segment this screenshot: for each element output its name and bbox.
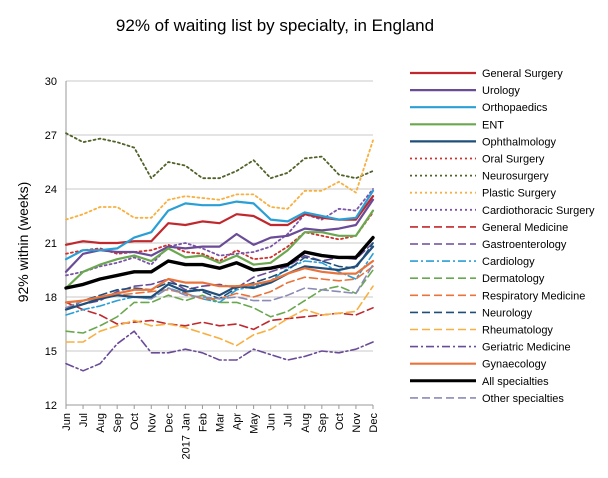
legend-label-general-surgery: General Surgery (482, 68, 563, 80)
legend-label-all-specialties: All specialties (482, 376, 549, 388)
legend-label-cardiology: Cardiology (482, 256, 535, 268)
y-tick-label: 30 (45, 76, 57, 88)
y-tick-label: 15 (45, 346, 57, 358)
series-line-gastroenterology (65, 242, 374, 309)
legend-label-rheumatology: Rheumatology (482, 325, 553, 337)
y-tick-label: 21 (45, 238, 57, 250)
x-tick-label: Aug (300, 413, 312, 433)
series-line-ent (64, 209, 375, 290)
x-tick-label: Nov (351, 413, 363, 433)
legend-label-geriatric-medicine: Geriatric Medicine (482, 342, 571, 354)
legend-label-urology: Urology (482, 85, 520, 97)
chart-title: 92% of waiting list by specialty, in Eng… (116, 16, 434, 35)
x-tick-label: Apr (232, 413, 244, 430)
x-tick-label: Jan (180, 413, 192, 431)
x-tick-label: Dec (368, 413, 380, 433)
y-tick-label: 12 (45, 400, 57, 412)
series-line-oral-surgery (65, 211, 374, 262)
x-tick-label: Oct (129, 413, 141, 430)
series-line-all-specialties (64, 235, 375, 290)
series-line-cardiology (65, 253, 374, 316)
x-tick-label: Feb (197, 413, 209, 432)
y-tick-label: 27 (45, 130, 57, 142)
y-tick-label: 24 (45, 184, 57, 196)
series-line-general-surgery (64, 195, 375, 246)
series-line-neurosurgery (65, 132, 374, 180)
x-tick-label: Jun (61, 413, 73, 431)
series-line-gynaecology (64, 259, 375, 304)
legend-label-general-medicine: General Medicine (482, 222, 568, 234)
x-tick-label: Aug (95, 413, 107, 433)
x-tick-label: May (249, 413, 261, 434)
legend: General Surgery Urology Orthopaedics ENT Oph… (410, 68, 595, 405)
legend-label-gynaecology: Gynaecology (482, 359, 547, 371)
legend-label-neurology: Neurology (482, 307, 533, 319)
series-line-geriatric-medicine (65, 330, 374, 372)
x-tick-label: Dec (163, 413, 175, 433)
y-axis-label: 92% within (weeks) (15, 182, 31, 303)
x-tick-label: Nov (146, 413, 158, 433)
series-line-orthopaedics (64, 189, 375, 261)
legend-label-respiratory-medicine: Respiratory Medicine (482, 290, 585, 302)
legend-label-plastic-surgery: Plastic Surgery (482, 188, 556, 200)
legend-label-oral-surgery: Oral Surgery (482, 154, 545, 166)
y-tick-label: 18 (45, 292, 57, 304)
series-line-urology (64, 198, 375, 273)
x-tick-label: Jun (266, 413, 278, 431)
series-line-plastic-surgery (65, 139, 374, 221)
x-tick-label: Mar (215, 413, 227, 432)
x-tick-label: Oct (334, 413, 346, 430)
legend-label-neurosurgery: Neurosurgery (482, 171, 549, 183)
legend-label-other-specialties: Other specialties (482, 393, 564, 405)
series-line-rheumatology (65, 285, 374, 347)
series-line-cardiothoracic-surgery (65, 188, 374, 277)
x-tick-label: Jul (283, 413, 295, 427)
series-lines (64, 132, 375, 372)
axes: 12 15 18 21 24 27 30 Jun Jul Aug Sep Oct Nov Dec Jan Fe… (45, 76, 380, 459)
legend-label-ent: ENT (482, 119, 504, 131)
series-line-ophthalmology (64, 245, 375, 311)
legend-label-gastroenterology: Gastroenterology (482, 239, 567, 251)
legend-label-dermatology: Dermatology (482, 273, 545, 285)
x-tick-label: Sep (112, 413, 124, 433)
x-tick-label: Sep (317, 413, 329, 433)
series-line-general-medicine (65, 301, 374, 331)
x-tick-label: Jul (78, 413, 90, 427)
x-year-label: 2017 (180, 435, 192, 459)
legend-label-cardiothoracic-surgery: Cardiothoracic Surgery (482, 205, 595, 217)
legend-label-orthopaedics: Orthopaedics (482, 102, 548, 114)
legend-label-ophthalmology: Ophthalmology (482, 136, 556, 148)
